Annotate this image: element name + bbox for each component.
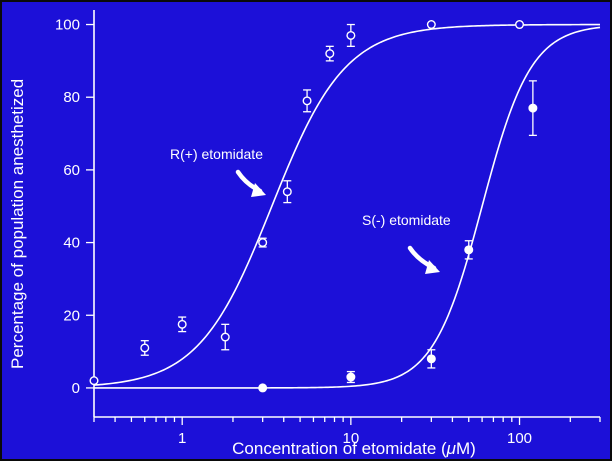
y-tick-label: 60 xyxy=(63,162,80,179)
y-tick-label: 0 xyxy=(72,380,80,397)
data-point-open xyxy=(220,332,230,342)
fit-curve-series-2 xyxy=(94,26,601,389)
data-point-open xyxy=(346,30,356,40)
x-tick-label: 100 xyxy=(507,430,532,447)
data-point-filled xyxy=(258,383,268,393)
data-point-open xyxy=(302,96,312,106)
data-point-open xyxy=(140,343,150,353)
data-point-open xyxy=(426,20,436,30)
annotation-label: R(+) etomidate xyxy=(170,146,263,162)
annotation-arrow-head xyxy=(425,260,440,274)
y-tick-label: 20 xyxy=(63,307,80,324)
x-tick-label: 10 xyxy=(343,430,360,447)
x-axis-label: Concentration of etomidate (μM) xyxy=(232,439,476,458)
annotation-arrow-head xyxy=(251,183,266,197)
data-point-open xyxy=(515,20,525,30)
data-point-filled xyxy=(426,354,436,364)
data-point-open xyxy=(258,238,268,248)
data-point-open xyxy=(89,376,99,386)
data-point-open xyxy=(282,187,292,197)
x-tick-label: 1 xyxy=(178,430,186,447)
data-point-filled xyxy=(528,103,538,113)
data-point-filled xyxy=(464,245,474,255)
y-tick-label: 100 xyxy=(55,17,80,34)
y-tick-label: 40 xyxy=(63,235,80,252)
data-point-open xyxy=(177,319,187,329)
data-point-filled xyxy=(346,372,356,382)
data-point-open xyxy=(325,49,335,59)
y-tick-label: 80 xyxy=(63,89,80,106)
y-axis-label: Percentage of population anesthetized xyxy=(8,78,27,370)
annotation-label: S(-) etomidate xyxy=(362,212,451,228)
